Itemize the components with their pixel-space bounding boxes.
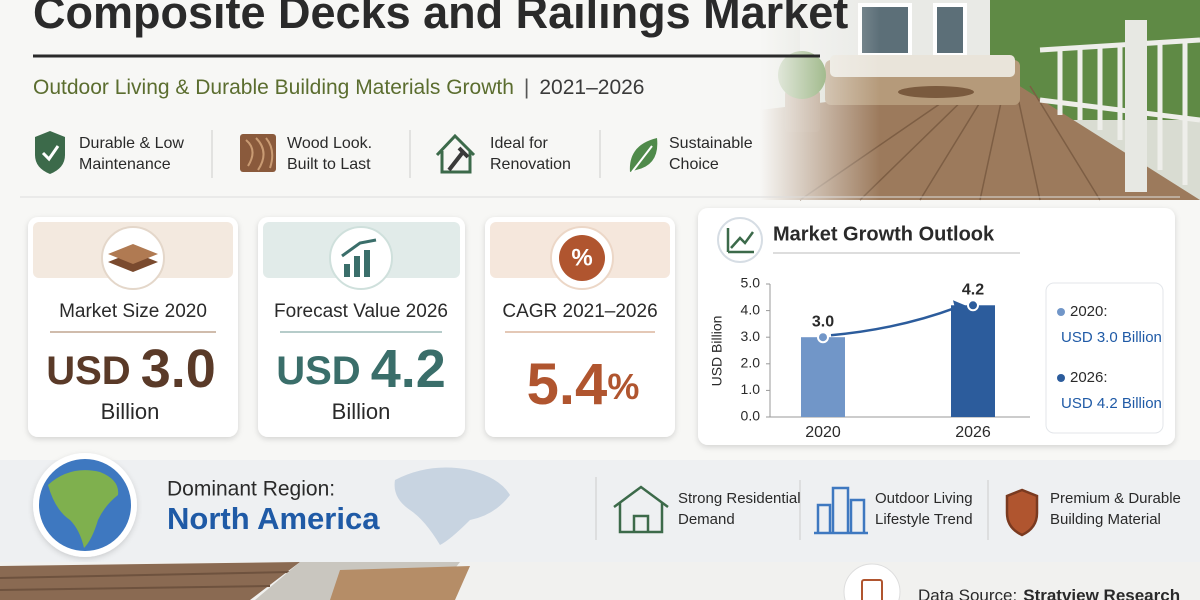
feature-text: Durable & Low [79, 135, 184, 152]
region-name: North America [167, 501, 380, 536]
stat-value: USD 3.0 [46, 339, 216, 399]
feature-text: Lifestyle Trend [875, 511, 973, 528]
feature-text: Demand [678, 511, 735, 528]
subtitle: Outdoor Living & Durable Building Materi… [33, 76, 645, 99]
legend-text: USD 4.2 Billion [1061, 395, 1162, 412]
stat-number: 4.2 [371, 339, 446, 399]
feature-text: Ideal for [490, 135, 548, 152]
region-label: Dominant Region: [167, 478, 335, 501]
feature-text: Premium & Durable [1050, 490, 1181, 507]
stat-unit: Billion [101, 399, 160, 424]
feature-text: Strong Residential [678, 490, 801, 507]
footer-source: Stratview Research [1023, 586, 1180, 600]
feature-text: Renovation [490, 156, 571, 173]
subtitle-text: Outdoor Living & Durable Building Materi… [33, 76, 514, 99]
y-tick-label: 2.0 [741, 355, 761, 371]
deck-photo [760, 0, 1200, 201]
x-tick-label: 2020 [805, 424, 841, 441]
period: 2021–2026 [539, 76, 644, 99]
legend-marker [1057, 374, 1065, 382]
y-tick-label: 5.0 [741, 275, 761, 291]
stat-prefix: USD [276, 349, 360, 393]
y-tick-label: 3.0 [741, 328, 761, 344]
legend-box [1045, 282, 1164, 434]
feature-dividers [211, 130, 601, 178]
x-tick-label: 2026 [955, 424, 991, 441]
stat-number: 5.4 [527, 352, 608, 417]
stat-label: Forecast Value 2026 [274, 301, 448, 322]
y-axis-label: USD Billion [709, 316, 725, 387]
footer: Data Source: Stratview Research [918, 586, 1180, 600]
stat-value: 5.4% [527, 352, 640, 417]
feature-text: Maintenance [79, 156, 171, 173]
cagr-icon-symbol: % [571, 244, 592, 271]
legend-text: USD 3.0 Billion [1061, 329, 1162, 346]
stat-prefix: USD [46, 349, 130, 393]
legend-marker [1057, 308, 1065, 316]
chart-icon [717, 217, 763, 263]
value-label: 3.0 [812, 313, 834, 330]
map-illustration [33, 453, 510, 557]
legend-year: 2026: [1070, 369, 1108, 386]
feature-icons [35, 131, 658, 174]
value-label: 4.2 [962, 281, 984, 298]
bar [801, 337, 845, 417]
stat-unit: Billion [332, 399, 391, 424]
stat-value: USD 4.2 [276, 339, 446, 399]
footer-label: Data Source: [918, 586, 1017, 600]
stat-label: CAGR 2021–2026 [502, 301, 657, 322]
bar-point [817, 331, 829, 344]
title: Composite Decks and Railings Market [33, 0, 848, 38]
bar-point [967, 299, 979, 312]
trend-dividers [595, 477, 989, 540]
y-tick-label: 1.0 [741, 381, 761, 397]
deck-boards [0, 562, 1200, 600]
stat-number: 3.0 [141, 339, 216, 399]
separator: | [524, 76, 529, 99]
region-band [0, 460, 1200, 562]
growth-arrow [830, 306, 958, 337]
stat-label: Market Size 2020 [59, 301, 207, 322]
feature-text: Building Material [1050, 511, 1161, 528]
y-tick-label: 0.0 [741, 408, 761, 424]
y-tick-label: 4.0 [741, 301, 761, 317]
stat-cards [28, 217, 675, 437]
legend-year: 2020: [1070, 303, 1108, 320]
stat-suffix: % [607, 366, 639, 407]
feature-text: Sustainable [669, 135, 753, 152]
feature-text: Wood Look. [287, 135, 372, 152]
chart-title: Market Growth Outlook [773, 223, 995, 245]
trend-icons [613, 485, 1039, 537]
chart-icon-glyph [726, 228, 755, 254]
bar [951, 305, 995, 417]
feature-text: Outdoor Living [875, 490, 973, 507]
chart: 0.0 1.0 2.0 3.0 4.0 5.0 2020 3.0 2026 4.2 2020: USD… [741, 275, 1162, 442]
feature-text: Built to Last [287, 156, 371, 173]
growth-arrow-head [953, 300, 965, 313]
feature-text: Choice [669, 156, 719, 173]
